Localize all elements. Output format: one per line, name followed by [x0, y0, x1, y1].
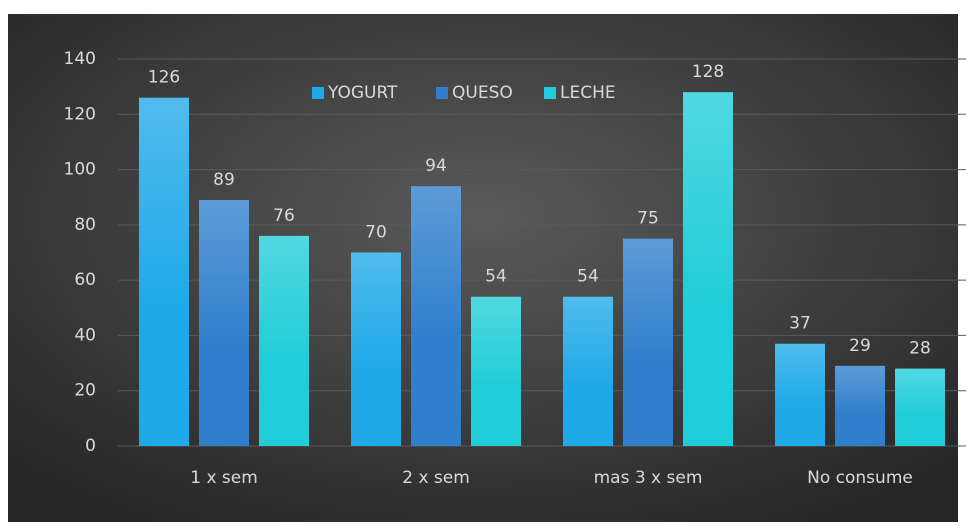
- y-tick-label: 100: [64, 160, 96, 180]
- y-tick-label: 0: [85, 436, 96, 456]
- bar-shine: [259, 235, 309, 446]
- bar-shine: [351, 252, 401, 446]
- x-tick-label: No consume: [807, 468, 913, 488]
- bar-shine: [775, 343, 825, 446]
- bar-shine: [411, 186, 461, 446]
- data-label: 128: [692, 62, 724, 82]
- x-tick-label: 2 x sem: [402, 468, 470, 488]
- y-tick-label: 40: [74, 325, 96, 345]
- bar-shine: [895, 368, 945, 446]
- legend-label: YOGURT: [327, 83, 398, 103]
- bar-shine: [471, 296, 521, 446]
- y-tick-label: 140: [64, 49, 96, 69]
- bar-shine: [623, 238, 673, 446]
- x-tick-label: 1 x sem: [190, 468, 258, 488]
- y-tick-label: 20: [74, 381, 96, 401]
- data-label: 89: [213, 170, 235, 190]
- data-label: 54: [485, 267, 507, 287]
- y-tick-label: 60: [74, 270, 96, 290]
- data-label: 94: [425, 156, 447, 176]
- data-label: 126: [148, 68, 180, 88]
- data-label: 28: [909, 339, 931, 359]
- legend-swatch: [312, 87, 324, 99]
- legend-label: LECHE: [560, 83, 616, 103]
- y-tick-label: 120: [64, 104, 96, 124]
- x-tick-label: mas 3 x sem: [594, 468, 703, 488]
- data-label: 70: [365, 223, 387, 243]
- legend-label: QUESO: [452, 83, 513, 103]
- y-tick-label: 80: [74, 215, 96, 235]
- data-label: 76: [273, 206, 295, 226]
- legend-swatch: [436, 87, 448, 99]
- data-label: 75: [637, 209, 659, 229]
- bar-shine: [199, 199, 249, 446]
- bar-shine: [139, 97, 189, 446]
- legend-swatch: [544, 87, 556, 99]
- data-label: 29: [849, 336, 871, 356]
- bar-shine: [835, 365, 885, 446]
- data-label: 54: [577, 267, 599, 287]
- data-label: 37: [789, 314, 811, 334]
- bar-shine: [683, 92, 733, 447]
- bar-shine: [563, 296, 613, 446]
